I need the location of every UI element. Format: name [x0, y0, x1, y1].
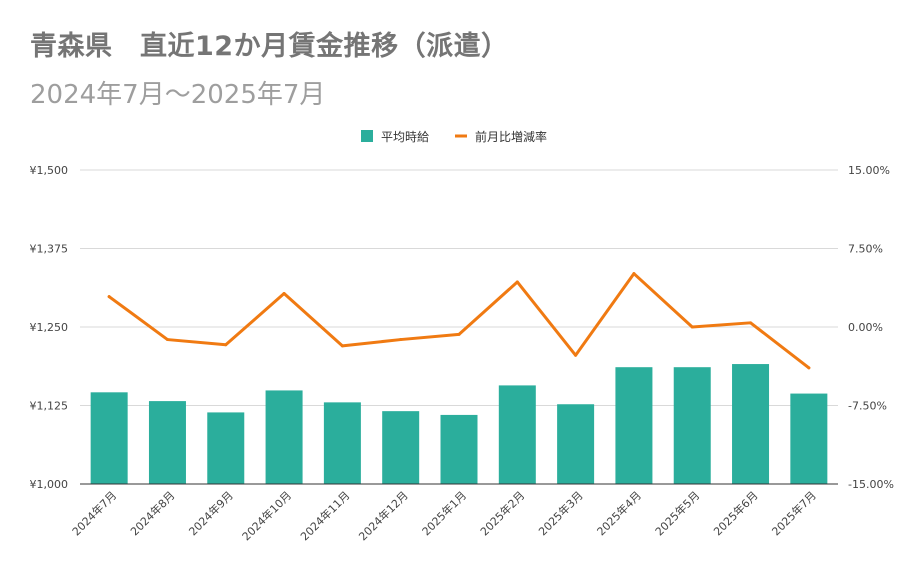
- bar: [615, 367, 653, 484]
- line-point: [282, 292, 286, 296]
- line-point: [399, 338, 403, 342]
- x-axis-tick-label: 2025年1月: [419, 488, 469, 538]
- bar: [732, 364, 770, 484]
- line-point: [749, 321, 753, 325]
- right-axis-tick-label: -7.50%: [848, 400, 887, 413]
- line-point: [165, 338, 169, 342]
- line-point: [107, 295, 111, 299]
- legend-label-line: 前月比増減率: [475, 129, 547, 144]
- bar: [323, 402, 361, 484]
- line-point: [690, 325, 694, 329]
- line-series: [107, 272, 811, 370]
- line-point: [574, 353, 578, 357]
- line-point: [224, 343, 228, 347]
- x-axis-tick-label: 2025年5月: [652, 488, 702, 538]
- line-point: [515, 280, 519, 284]
- right-axis-tick-label: 7.50%: [848, 243, 883, 256]
- chart-subtitle: 2024年7月～2025年7月: [30, 80, 326, 110]
- bar: [207, 412, 245, 484]
- right-axis-tick-label: -15.00%: [848, 478, 894, 491]
- x-axis-tick-label: 2024年7月: [69, 488, 119, 538]
- x-axis-tick-label: 2024年10月: [239, 488, 294, 543]
- line-point: [807, 366, 811, 370]
- bar: [265, 390, 303, 484]
- x-axis-tick-label: 2025年7月: [769, 488, 819, 538]
- x-axis-tick-label: 2025年3月: [536, 488, 586, 538]
- bar: [90, 392, 128, 484]
- line-point: [632, 272, 636, 276]
- x-axis-tick-label: 2024年12月: [356, 488, 411, 543]
- line-path: [107, 272, 811, 370]
- legend-label-bar: 平均時給: [381, 130, 429, 144]
- legend: 平均時給 前月比増減率: [361, 129, 547, 144]
- axes: ¥1,000 -15.00% ¥1,125 -7.50% ¥1,250 0.00% ¥1,3…: [30, 164, 894, 543]
- line-point: [457, 332, 461, 336]
- left-axis-tick-label: ¥1,375: [30, 243, 69, 256]
- line-point: [340, 344, 344, 348]
- bar: [557, 404, 595, 484]
- x-axis-tick-label: 2024年11月: [297, 488, 352, 543]
- bar: [673, 367, 711, 484]
- left-axis-tick-label: ¥1,000: [30, 478, 69, 491]
- bar-series: [90, 364, 828, 484]
- x-axis-tick-label: 2024年9月: [186, 488, 236, 538]
- bar: [148, 401, 186, 484]
- left-axis-tick-label: ¥1,250: [30, 321, 69, 334]
- chart-title: 青森県 直近12か月賃金推移（派遣）: [30, 31, 509, 62]
- legend-swatch-bar: [361, 130, 373, 142]
- left-axis-tick-label: ¥1,500: [30, 164, 69, 177]
- x-axis-tick-label: 2025年4月: [594, 488, 644, 538]
- bar: [498, 385, 536, 484]
- bar: [382, 411, 420, 484]
- right-axis-tick-label: 15.00%: [848, 164, 890, 177]
- legend-swatch-line: [455, 134, 467, 138]
- bar: [440, 414, 478, 484]
- x-axis-tick-label: 2025年2月: [477, 488, 527, 538]
- gridlines: [80, 169, 838, 406]
- bar: [790, 393, 828, 484]
- left-axis-tick-label: ¥1,125: [30, 400, 69, 413]
- right-axis-tick-label: 0.00%: [848, 321, 883, 334]
- x-axis-tick-label: 2025年6月: [710, 488, 760, 538]
- x-axis-tick-label: 2024年8月: [127, 488, 177, 538]
